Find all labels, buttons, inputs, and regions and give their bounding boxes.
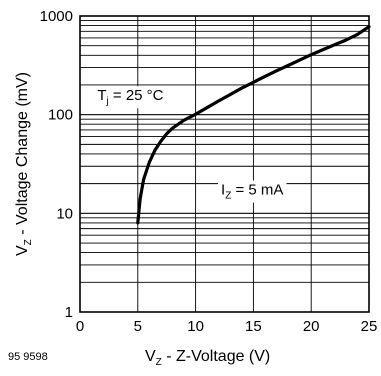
x-tick-label: 0 bbox=[76, 318, 84, 335]
annotation-tj-sub: j bbox=[106, 96, 109, 107]
annotation-iz-rest: = 5 mA bbox=[231, 182, 283, 199]
plot-frame bbox=[79, 15, 370, 313]
annotation-iz-main: I bbox=[221, 182, 225, 199]
y-tick-label: 100 bbox=[48, 107, 73, 124]
x-tick-label: 5 bbox=[134, 318, 142, 335]
y-tick-label: 1000 bbox=[40, 8, 73, 25]
annotation-iz-sub: Z bbox=[225, 191, 231, 202]
voltage-change-curve bbox=[136, 25, 371, 225]
annotation-background bbox=[218, 180, 287, 203]
annotation-backgrounds bbox=[94, 86, 287, 203]
x-tick-labels: 0 5 10 15 20 25 bbox=[76, 318, 378, 335]
annotation-tj-main: T bbox=[97, 87, 106, 104]
x-axis-label-main: V bbox=[145, 348, 156, 365]
y-tick-label: 1 bbox=[65, 304, 73, 321]
x-tick-label: 25 bbox=[361, 318, 378, 335]
y-axis-label-main: V bbox=[14, 245, 31, 256]
annotation-tj-rest: = 25 °C bbox=[109, 87, 164, 104]
y-tick-labels: 1 10 100 1000 bbox=[40, 8, 73, 321]
y-axis-label-rest: - Voltage Change (mV) bbox=[14, 72, 31, 239]
y-axis-label-sub: Z bbox=[23, 239, 34, 245]
annotation-background bbox=[94, 86, 167, 109]
x-tick-label: 10 bbox=[187, 318, 204, 335]
current-annotation: IZ = 5 mA bbox=[221, 182, 283, 202]
x-axis-label-rest: - Z-Voltage (V) bbox=[162, 348, 270, 365]
y-tick-label: 10 bbox=[56, 205, 73, 222]
x-tick-label: 15 bbox=[245, 318, 262, 335]
y-axis-label: VZ - Voltage Change (mV) bbox=[14, 72, 34, 256]
grid-lines bbox=[79, 15, 370, 313]
figure-id: 95 9598 bbox=[8, 351, 48, 363]
x-axis-label: VZ - Z-Voltage (V) bbox=[145, 348, 270, 368]
x-tick-label: 20 bbox=[303, 318, 320, 335]
temperature-annotation: Tj = 25 °C bbox=[97, 87, 163, 107]
x-axis-label-sub: Z bbox=[156, 357, 162, 368]
